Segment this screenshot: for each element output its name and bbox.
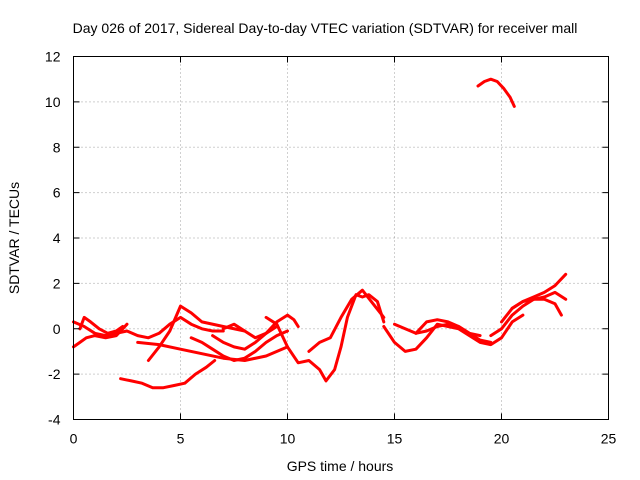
- series-track-q: [510, 297, 563, 317]
- y-tick-label: 8: [53, 139, 61, 155]
- series-track-g: [189, 329, 289, 362]
- series-track-j: [264, 293, 386, 383]
- series-track-o: [489, 290, 568, 338]
- tick-labels: 0 5 10 15 20 25 -4 -2 0 2 4 6 8 10 12: [45, 49, 617, 447]
- series-track-n: [414, 322, 482, 338]
- series-track-c: [78, 315, 125, 335]
- grid: [73, 56, 609, 420]
- y-tick-label: 2: [53, 275, 61, 291]
- x-tick-label: 15: [387, 431, 403, 447]
- x-tick-label: 0: [70, 431, 78, 447]
- y-tick-label: 4: [53, 230, 61, 246]
- series-track-k: [307, 288, 386, 353]
- series-track-i: [221, 322, 279, 340]
- series-track-h: [211, 313, 300, 351]
- chart-title: Day 026 of 2017, Sidereal Day-to-day VTE…: [73, 20, 578, 36]
- series-track-f: [119, 359, 217, 390]
- y-tick-label: 10: [45, 94, 61, 110]
- y-tick-label: 12: [45, 49, 61, 65]
- series-layer: [72, 77, 568, 390]
- x-axis-label: GPS time / hours: [287, 458, 394, 474]
- series-track-m: [393, 318, 493, 344]
- x-tick-label: 25: [601, 431, 617, 447]
- ticks: [73, 56, 609, 420]
- series-track-r: [476, 77, 516, 108]
- x-tick-label: 20: [494, 431, 510, 447]
- x-tick-label: 10: [280, 431, 296, 447]
- series-track-b: [72, 322, 129, 349]
- series-track-a: [72, 315, 225, 340]
- series-track-e: [136, 340, 289, 362]
- y-tick-label: 0: [53, 321, 61, 337]
- y-axis-label: SDTVAR / TECUs: [6, 182, 22, 294]
- y-tick-label: 6: [53, 185, 61, 201]
- x-tick-label: 5: [177, 431, 185, 447]
- y-tick-label: -4: [48, 412, 61, 428]
- y-tick-label: -2: [48, 366, 61, 382]
- series-track-l: [382, 313, 525, 353]
